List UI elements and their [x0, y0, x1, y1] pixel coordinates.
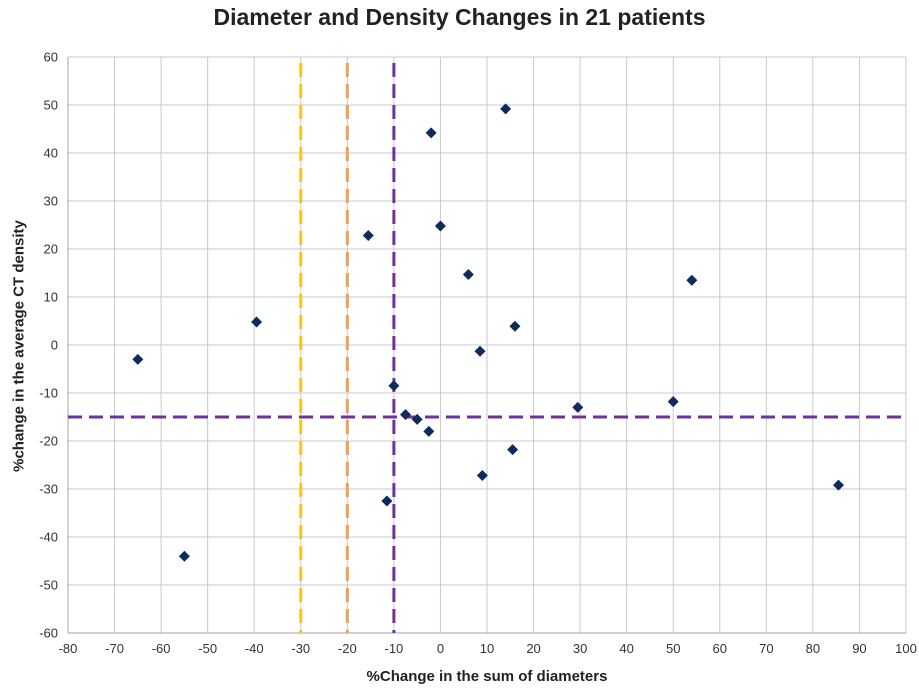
data-point: [132, 353, 144, 365]
y-tick-label: -10: [39, 386, 58, 401]
data-point: [474, 345, 486, 357]
data-point: [434, 220, 446, 232]
x-tick-label: 20: [526, 641, 540, 656]
y-axis-title: %change in the average CT density: [10, 220, 28, 472]
data-point: [400, 409, 412, 421]
y-tick-label: 50: [44, 98, 58, 113]
y-tick-label: -50: [39, 578, 58, 593]
data-point: [572, 401, 584, 413]
x-tick-label: -30: [291, 641, 310, 656]
data-point: [388, 380, 400, 392]
x-tick-label: 40: [619, 641, 633, 656]
y-tick-label: 40: [44, 146, 58, 161]
y-tick-label: -20: [39, 434, 58, 449]
data-point: [832, 479, 844, 491]
data-point: [411, 413, 423, 425]
x-tick-label: 100: [895, 641, 917, 656]
data-point: [381, 495, 393, 507]
data-point: [667, 396, 679, 408]
y-tick-label: 20: [44, 242, 58, 257]
y-tick-label: 30: [44, 194, 58, 209]
data-point: [251, 316, 263, 328]
x-axis-title: %Change in the sum of diameters: [366, 668, 608, 685]
x-tick-label: -80: [59, 641, 78, 656]
data-point: [423, 425, 435, 437]
x-tick-label: 70: [759, 641, 773, 656]
data-point: [462, 268, 474, 280]
x-tick-label: 80: [806, 641, 820, 656]
x-tick-label: -70: [105, 641, 124, 656]
y-tick-label: -30: [39, 482, 58, 497]
y-tick-label: 10: [44, 290, 58, 305]
data-point: [425, 127, 437, 139]
x-tick-label: -50: [198, 641, 217, 656]
data-point: [686, 274, 698, 286]
x-tick-label: -10: [384, 641, 403, 656]
data-point: [507, 444, 519, 456]
data-point: [476, 470, 488, 482]
data-point: [500, 103, 512, 115]
y-tick-label: 0: [51, 338, 58, 353]
y-tick-label: -60: [39, 626, 58, 641]
x-tick-label: 90: [852, 641, 866, 656]
x-tick-label: -60: [152, 641, 171, 656]
data-point: [178, 550, 190, 562]
data-point: [362, 230, 374, 242]
x-tick-label: -20: [338, 641, 357, 656]
x-tick-label: -40: [245, 641, 264, 656]
y-tick-label: 60: [44, 50, 58, 65]
data-point: [509, 320, 521, 332]
x-tick-label: 30: [573, 641, 587, 656]
chart-title: Diameter and Density Changes in 21 patie…: [213, 4, 706, 30]
x-tick-label: 60: [713, 641, 727, 656]
x-tick-label: 0: [437, 641, 444, 656]
x-tick-label: 10: [480, 641, 494, 656]
x-tick-label: 50: [666, 641, 680, 656]
y-tick-label: -40: [39, 530, 58, 545]
